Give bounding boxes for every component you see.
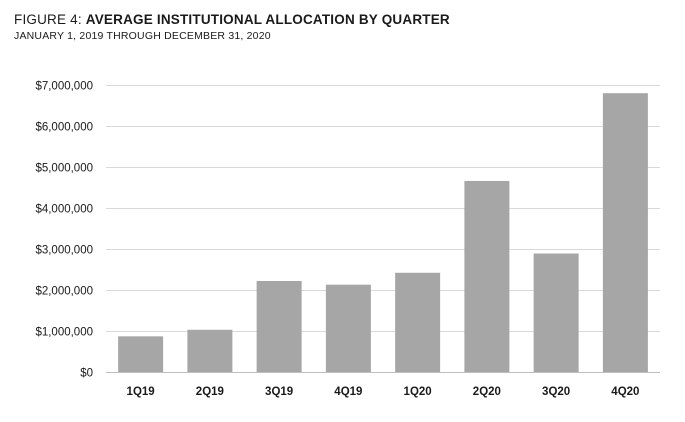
bar-3q19	[256, 280, 302, 372]
chart-title-text: AVERAGE INSTITUTIONAL ALLOCATION BY QUAR…	[85, 12, 450, 27]
x-tick-label: 2Q20	[473, 386, 501, 398]
figure-header: FIGURE 4: AVERAGE INSTITUTIONAL ALLOCATI…	[14, 12, 450, 42]
y-tick-label: $1,000,000	[35, 327, 93, 339]
y-tick-label: $4,000,000	[35, 204, 93, 216]
bar-4q20	[602, 93, 648, 372]
x-axis-tick-labels: 1Q19 2Q19 3Q19 4Q19 1Q20 2Q20 3Q20 4Q20	[127, 386, 640, 398]
y-tick-label: $7,000,000	[35, 81, 93, 93]
x-tick-label: 4Q19	[334, 386, 362, 398]
bar-1q20	[395, 272, 441, 372]
bars	[118, 93, 648, 372]
bar-4q19	[325, 284, 371, 372]
chart-subtitle: JANUARY 1, 2019 THROUGH DECEMBER 31, 202…	[14, 30, 271, 42]
x-tick-label: 2Q19	[196, 386, 224, 398]
x-tick-label: 3Q20	[542, 386, 570, 398]
y-tick-label: $0	[80, 368, 93, 380]
x-tick-label: 3Q19	[265, 386, 293, 398]
figure-number: FIGURE 4:	[14, 12, 86, 27]
y-tick-label: $6,000,000	[35, 122, 93, 134]
y-tick-label: $5,000,000	[35, 163, 93, 175]
y-axis-tick-labels: $0 $1,000,000 $2,000,000 $3,000,000 $4,000,0…	[35, 81, 93, 380]
bar-3q20	[533, 253, 579, 372]
chart-title: FIGURE 4: AVERAGE INSTITUTIONAL ALLOCATI…	[14, 12, 450, 28]
bar-2q20	[464, 180, 510, 372]
y-tick-label: $2,000,000	[35, 286, 93, 298]
x-tick-label: 4Q20	[611, 386, 639, 398]
x-tick-label: 1Q19	[127, 386, 155, 398]
y-tick-label: $3,000,000	[35, 245, 93, 257]
bar-2q19	[187, 329, 233, 372]
bar-1q19	[118, 336, 164, 372]
x-tick-label: 1Q20	[404, 386, 432, 398]
